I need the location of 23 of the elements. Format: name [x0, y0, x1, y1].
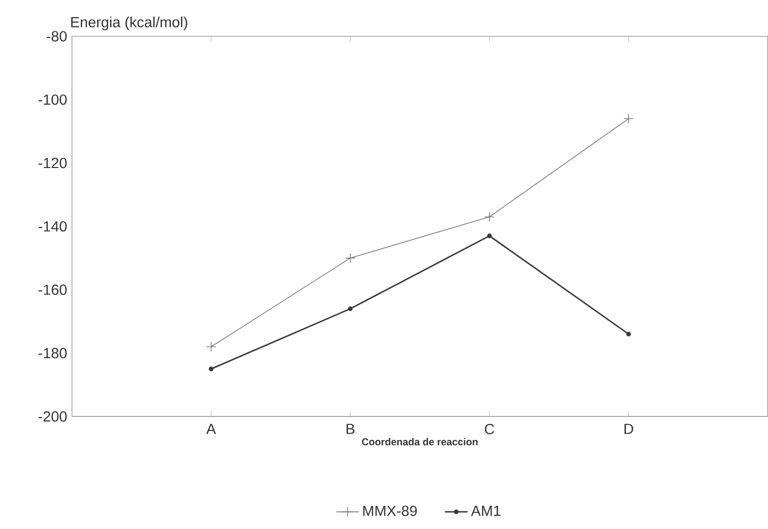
y-tick-label: -200: [38, 411, 67, 422]
y-tick-label: -80: [46, 31, 67, 42]
point: [345, 253, 356, 264]
legend-label: AM1: [471, 506, 500, 516]
point: [348, 306, 353, 312]
x-tick-label: B: [346, 424, 354, 434]
legend-label: MMX-89: [363, 506, 417, 516]
y-tick-label: -160: [38, 284, 67, 296]
x-tick-label: D: [624, 424, 634, 434]
y-tick-label: -140: [38, 221, 67, 232]
point: [487, 234, 492, 238]
point: [626, 332, 631, 337]
point: [624, 114, 634, 124]
x-tick-label: C: [484, 424, 494, 434]
x-tick-label: A: [206, 424, 216, 434]
x-axis-title: Coordenada de reaccion: [362, 438, 478, 446]
point: [484, 212, 494, 222]
point: [208, 366, 214, 372]
y-tick-label: -180: [38, 348, 67, 358]
y-tick-label: -120: [38, 158, 67, 168]
point: [206, 342, 216, 352]
y-axis-title: Energia (kcal/mol): [71, 16, 188, 30]
y-tick-label: -100: [38, 94, 67, 105]
